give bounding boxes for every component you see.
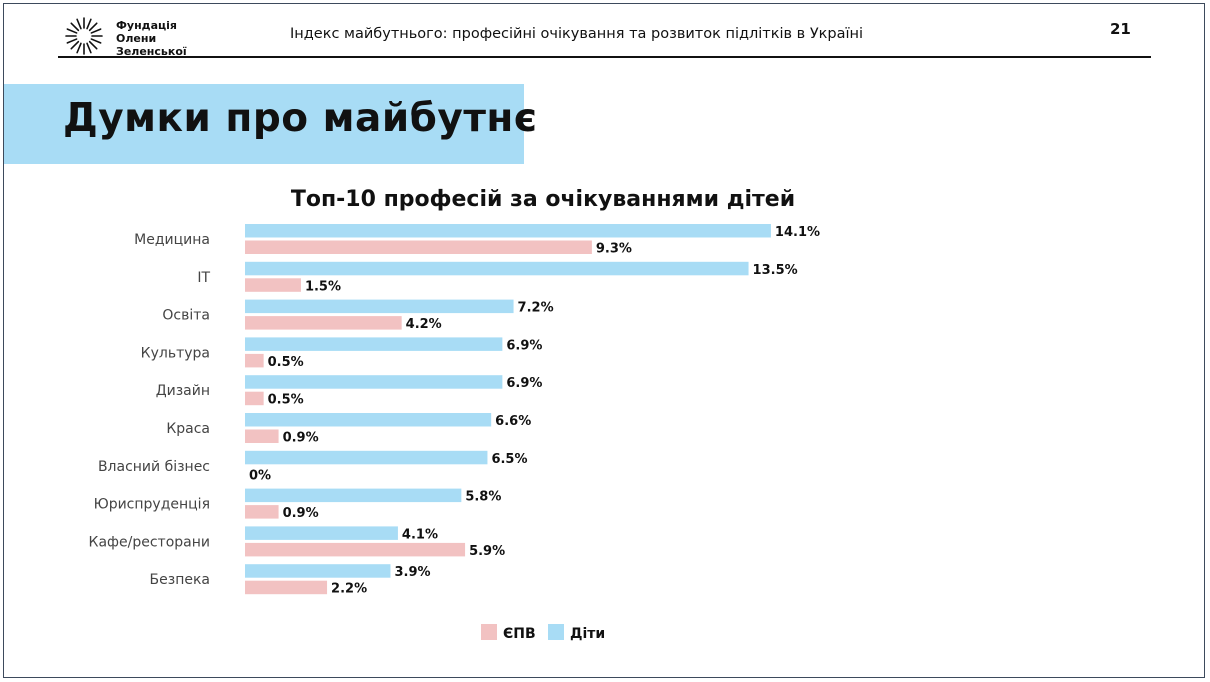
data-label-epv: 5.9% <box>469 544 505 559</box>
bar-children <box>245 375 503 389</box>
sunburst-ray <box>76 42 82 54</box>
data-label-children: 6.6% <box>495 414 531 429</box>
data-label-epv: 0.5% <box>268 355 304 370</box>
bar-epv <box>245 542 466 557</box>
legend-swatch-children <box>548 624 564 640</box>
sunburst-ray <box>70 22 80 32</box>
bar-epv <box>245 353 264 368</box>
bar-epv <box>245 316 402 330</box>
sunburst-ray <box>90 38 102 44</box>
data-label-children: 6.9% <box>506 376 542 391</box>
legend-swatch-epv <box>481 624 497 640</box>
category-label: Кафе/ресторани <box>89 534 210 550</box>
data-label-children: 14.1% <box>775 225 820 240</box>
bar-children <box>245 224 771 238</box>
section-title: Думки про майбутнє <box>63 96 538 141</box>
category-label: IT <box>197 270 210 286</box>
legend-label-children: Діти <box>570 626 605 642</box>
data-label-epv: 0.9% <box>283 431 319 446</box>
data-label-children: 6.5% <box>491 452 527 467</box>
page-number: 21 <box>1110 20 1131 38</box>
data-label-epv: 0% <box>249 468 271 483</box>
bar-children <box>245 261 749 276</box>
sunburst-ray <box>70 40 80 50</box>
legend-label-epv: ЄПВ <box>503 626 536 642</box>
bar-epv <box>245 429 279 443</box>
sunburst-ray <box>86 18 92 30</box>
category-label: Краса <box>166 421 210 437</box>
category-label: Медицина <box>134 232 210 248</box>
sunburst-ray <box>90 28 102 34</box>
category-label: Культура <box>141 345 210 361</box>
sunburst-icon <box>65 17 103 55</box>
sunburst-ray <box>88 22 98 32</box>
section-banner <box>4 84 524 164</box>
bar-epv <box>245 391 264 406</box>
data-label-children: 13.5% <box>753 263 798 278</box>
category-label: Юриспруденція <box>94 497 210 513</box>
category-label: Дизайн <box>156 383 210 399</box>
bar-children <box>245 337 503 351</box>
data-label-epv: 1.5% <box>305 279 341 294</box>
slide-frame <box>3 3 1205 678</box>
org-name-line1: Фундація <box>116 19 177 32</box>
org-name-line2: Олени Зеленської <box>116 32 187 58</box>
bar-epv <box>245 580 328 595</box>
sunburst-ray <box>66 28 78 34</box>
data-label-children: 7.2% <box>518 301 554 316</box>
bar-children <box>245 526 398 540</box>
sunburst-ray <box>86 42 92 54</box>
sunburst-ray <box>76 18 82 30</box>
data-label-children: 6.9% <box>506 338 542 353</box>
category-label: Власний бізнес <box>98 459 210 475</box>
bar-children <box>245 413 492 427</box>
data-label-epv: 9.3% <box>596 242 632 257</box>
header-divider <box>58 56 1151 58</box>
sunburst-ray <box>66 38 78 44</box>
chart-title: Топ-10 професій за очікуваннями дітей <box>291 187 795 212</box>
data-label-children: 3.9% <box>394 565 430 580</box>
category-label: Безпека <box>150 572 210 588</box>
category-label: Освіта <box>162 308 210 324</box>
bar-children <box>245 299 514 314</box>
data-label-children: 5.8% <box>465 490 501 505</box>
bar-epv <box>245 240 592 254</box>
bar-epv <box>245 278 301 292</box>
foundation-logo: Фундація Олени Зеленської <box>58 15 228 58</box>
data-label-epv: 0.9% <box>283 506 319 521</box>
data-label-epv: 4.2% <box>406 317 442 332</box>
sunburst-ray <box>88 40 98 50</box>
bar-epv <box>245 505 279 519</box>
report-title: Індекс майбутнього: професійні очікуванн… <box>290 26 864 42</box>
data-label-children: 4.1% <box>402 527 438 542</box>
bar-children <box>245 564 391 578</box>
bar-children <box>245 488 462 503</box>
bar-children <box>245 450 488 465</box>
data-label-epv: 2.2% <box>331 582 367 597</box>
data-label-epv: 0.5% <box>268 393 304 408</box>
